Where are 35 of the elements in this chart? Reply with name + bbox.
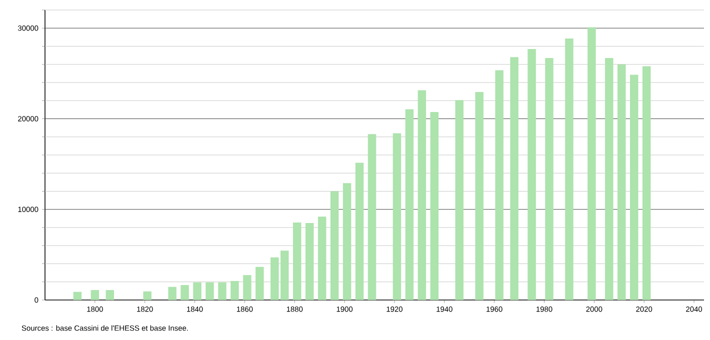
bar — [218, 282, 226, 300]
bar — [73, 292, 82, 300]
bar — [106, 290, 114, 300]
bar — [143, 291, 152, 300]
bar — [528, 48, 536, 300]
bar — [230, 280, 239, 300]
bar — [418, 90, 426, 300]
bar — [180, 285, 189, 300]
bar — [206, 282, 214, 300]
bar — [618, 64, 626, 300]
bar — [510, 57, 518, 300]
bar — [545, 58, 554, 300]
bar — [392, 133, 402, 300]
bar — [605, 58, 614, 300]
bar — [342, 183, 352, 300]
bar — [430, 112, 439, 300]
bar — [368, 134, 376, 300]
bar — [243, 275, 252, 300]
bar — [355, 162, 364, 300]
bar — [405, 109, 414, 300]
bar — [305, 222, 314, 300]
bar — [318, 216, 326, 300]
bar — [256, 266, 264, 300]
bar — [455, 100, 464, 300]
bar — [475, 92, 484, 300]
bar — [193, 282, 202, 300]
bar — [330, 191, 339, 300]
bar — [495, 70, 504, 300]
bar — [588, 27, 596, 300]
bar — [168, 286, 176, 300]
bar — [630, 74, 638, 300]
bar — [90, 290, 100, 300]
bar — [293, 222, 302, 300]
bar — [565, 38, 574, 300]
bar — [642, 66, 651, 300]
